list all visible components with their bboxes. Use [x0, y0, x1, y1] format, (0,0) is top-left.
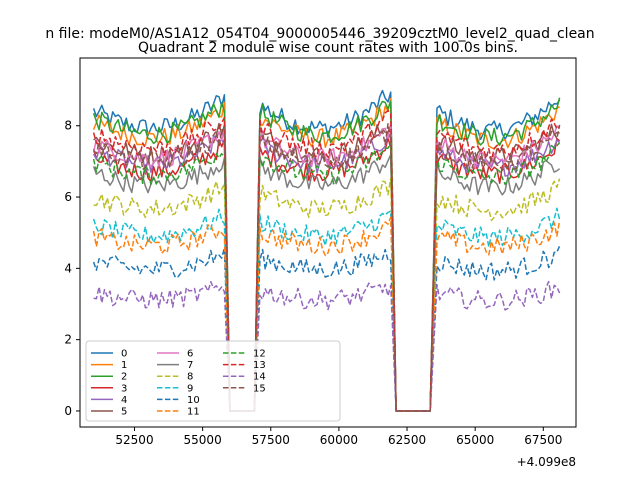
legend-label: 6 [187, 349, 193, 360]
legend-label: 10 [187, 395, 200, 406]
legend-label: 15 [253, 383, 266, 394]
legend-label: 8 [187, 372, 193, 383]
series-line-14 [93, 280, 561, 412]
series-line-15 [93, 123, 561, 412]
series-line-10 [92, 245, 561, 412]
legend-label: 0 [121, 349, 127, 360]
figure-suptitle: n file: modeM0/AS1A12_054T04_9000005446_… [45, 26, 594, 42]
legend-label: 2 [121, 372, 127, 383]
chart-title: Quadrant 2 module wise count rates with … [138, 40, 518, 56]
x-tick-label: 57500 [252, 433, 290, 447]
series-line-13 [92, 109, 561, 412]
y-tick-label: 8 [64, 119, 72, 133]
series-line-2 [92, 97, 561, 412]
legend-label: 7 [187, 360, 193, 371]
legend-label: 3 [121, 383, 127, 394]
series-line-11 [92, 216, 561, 412]
y-tick-label: 2 [64, 333, 72, 347]
x-tick-label: 60000 [320, 433, 358, 447]
x-axis: 52500 55000 57500 60000 62500 65000 67500 [115, 427, 562, 447]
legend-label: 12 [253, 349, 266, 360]
y-axis: 0 2 4 6 8 [64, 119, 80, 418]
series-line-9 [92, 207, 561, 412]
legend-label: 1 [121, 360, 127, 371]
x-tick-label: 52500 [115, 433, 153, 447]
plot-area [92, 89, 561, 412]
x-offset-label: +4.099e8 [517, 455, 576, 469]
legend-label: 11 [187, 407, 200, 418]
legend-label: 4 [121, 395, 127, 406]
legend-frame [85, 340, 341, 422]
x-tick-label: 65000 [456, 433, 494, 447]
y-tick-label: 0 [64, 404, 72, 418]
axes-frame [79, 57, 577, 428]
x-tick-label: 67500 [524, 433, 562, 447]
x-tick-label: 55000 [184, 433, 222, 447]
y-tick-label: 6 [64, 190, 72, 204]
x-tick-label: 62500 [388, 433, 426, 447]
series-line-12 [92, 141, 561, 412]
legend-label: 5 [121, 407, 127, 418]
series-line-1 [92, 97, 560, 412]
legend-label: 13 [253, 360, 266, 371]
y-tick-label: 4 [64, 261, 72, 275]
legend-label: 9 [187, 383, 193, 394]
series-line-8 [93, 177, 561, 412]
legend-label: 14 [253, 372, 266, 383]
series-line-6 [92, 123, 561, 412]
series-line-3 [92, 137, 561, 412]
